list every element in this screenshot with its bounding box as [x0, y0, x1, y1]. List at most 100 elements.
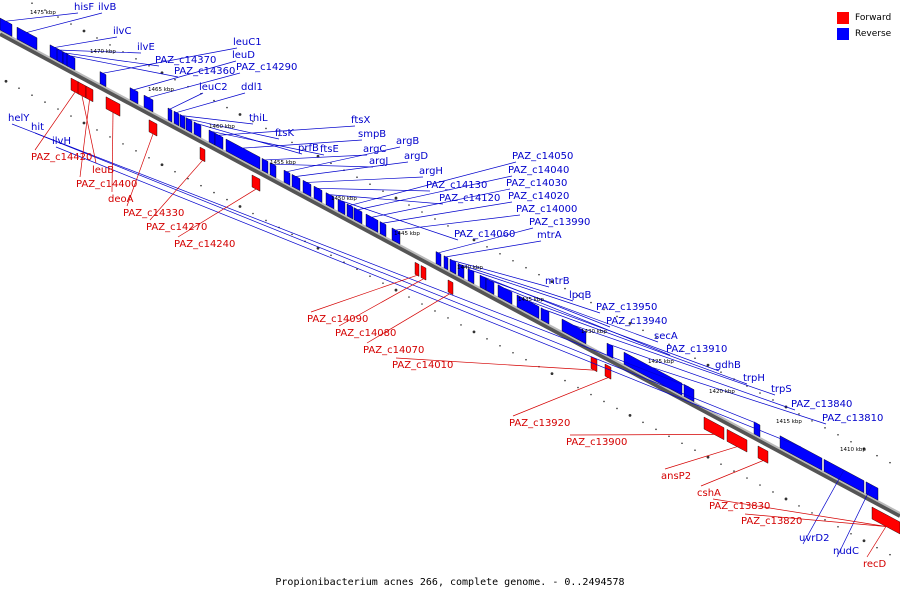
scale-dot [394, 196, 398, 200]
reverse-gene-label: hit [31, 122, 44, 133]
scale-dot [628, 414, 632, 417]
reverse-gene-leader [176, 92, 246, 113]
scale-dot [291, 233, 293, 236]
reverse-gene-label: uvrD2 [799, 533, 829, 544]
scale-dot [538, 273, 540, 276]
reverse-gene-label: PAZ_c14060 [454, 229, 515, 240]
reverse-gene-block [167, 107, 173, 123]
scale-dot [369, 183, 371, 185]
reverse-gene-label: argD [404, 151, 428, 162]
scale-dot [109, 44, 111, 46]
scale-dot [356, 176, 358, 178]
scale-dot [759, 484, 761, 486]
scale-dot [316, 246, 320, 250]
reverse-gene-label: thiL [249, 113, 268, 124]
reverse-gene-leader [317, 187, 431, 192]
reverse-gene-label: secA [654, 331, 678, 342]
forward-gene-leader [111, 112, 114, 193]
scale-dot [850, 440, 852, 443]
scale-dot [70, 23, 72, 25]
reverse-gene-block [561, 318, 587, 345]
forward-gene-leader [81, 95, 97, 164]
scale-dot [265, 219, 267, 222]
reverse-gene-label: mtrB [545, 276, 570, 287]
reverse-gene-block [443, 255, 449, 271]
reverse-gene-block [623, 351, 683, 396]
scale-dot [824, 519, 826, 521]
scale-dot [304, 148, 306, 151]
scale-dot [486, 246, 488, 248]
scale-dot [668, 435, 670, 438]
scale-dot [213, 99, 215, 102]
reverse-gene-label: PAZ_c14360 [174, 66, 235, 77]
reverse-gene-block [302, 179, 312, 197]
reverse-gene-block [261, 157, 269, 174]
scale-dot [706, 363, 710, 367]
scale-dot [512, 351, 514, 354]
reverse-gene-leader [460, 264, 574, 302]
forward-gene-block [414, 261, 420, 277]
scale-dot [148, 156, 150, 159]
reverse-gene-label: argH [419, 166, 443, 177]
scale-dot [876, 546, 878, 549]
forward-gene-leader [700, 460, 764, 487]
forward-gene-leader [149, 160, 203, 221]
reverse-gene-block [214, 132, 224, 150]
reverse-gene-block [865, 481, 879, 501]
reverse-gene-label: PAZ_c14290 [236, 62, 297, 73]
legend: Forward Reverse [837, 10, 891, 42]
reverse-gene-label: ftsK [275, 128, 294, 139]
forward-gene-label: PAZ_c14400 [76, 179, 137, 190]
scale-dot [862, 447, 866, 451]
scale-dot [681, 442, 683, 445]
reverse-gene-leader [188, 118, 280, 140]
reverse-gene-block [179, 114, 186, 130]
forward-gene-block [199, 146, 206, 163]
forward-gene-block [251, 174, 261, 192]
forward-gene-label: deoA [108, 194, 134, 205]
scale-dot [694, 357, 696, 360]
scale-dot [837, 433, 839, 436]
scale-dot [564, 379, 566, 382]
scale-dot [447, 225, 449, 227]
reverse-gene-label: PAZ_c13990 [529, 217, 590, 228]
reverse-swatch [837, 28, 849, 40]
scale-dot [148, 64, 150, 67]
reverse-gene-leader [652, 367, 827, 425]
reverse-gene-label: PAZ_c13810 [822, 413, 883, 424]
forward-gene-leader [338, 278, 424, 327]
reverse-gene-block [269, 162, 277, 179]
reverse-gene-label: PAZ_c14050 [512, 151, 573, 162]
scale-dot [421, 303, 423, 305]
scale-dot [421, 211, 423, 213]
scale-dot [408, 204, 410, 206]
reverse-gene-leader [148, 72, 241, 98]
scale-dot [811, 420, 813, 422]
reverse-gene-label: nudC [833, 546, 859, 557]
forward-gene-label: PAZ_c14240 [174, 239, 235, 250]
scale-dot [252, 212, 254, 215]
scale-dot [628, 322, 632, 325]
reverse-gene-label: ddl1 [241, 82, 263, 93]
scale-dot [862, 539, 866, 543]
scale-dot [44, 9, 46, 11]
kbp-label: 1435 kbp [518, 297, 544, 303]
reverse-gene-label: PAZ_c13940 [606, 316, 667, 327]
reverse-gene-leader [382, 201, 513, 224]
reverse-gene-block [66, 53, 76, 71]
scale-dot [525, 358, 527, 361]
kbp-label: 1460 kbp [209, 124, 235, 130]
kbp-label: 1425 kbp [648, 359, 674, 365]
reverse-gene-label: trpH [743, 373, 765, 384]
reverse-gene-label: mtrA [537, 230, 562, 241]
reverse-gene-label: helY [8, 113, 30, 124]
forward-gene-leader [512, 377, 609, 417]
scale-dot [394, 288, 398, 292]
forward-gene-leader [664, 446, 738, 470]
reverse-gene-leader [295, 161, 409, 177]
reverse-gene-leader [329, 194, 444, 205]
scale-dot [31, 2, 33, 4]
scale-dot [577, 294, 579, 297]
